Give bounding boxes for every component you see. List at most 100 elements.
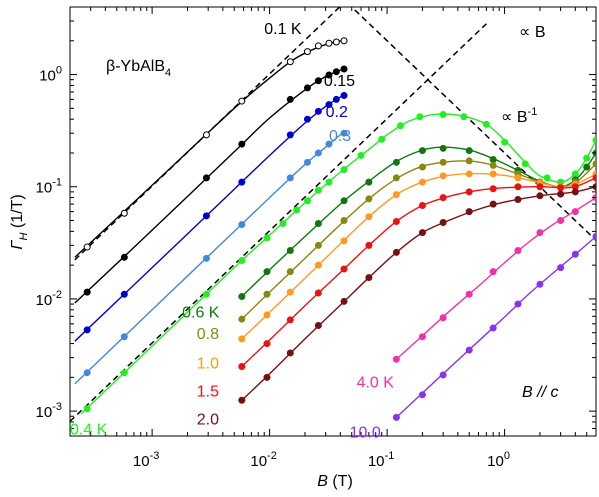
data-point-0-1-K-3 xyxy=(238,97,246,105)
data-point-0-2-8 xyxy=(332,95,340,103)
data-point-1-5-3 xyxy=(314,289,322,297)
data-point-10-0-8 xyxy=(571,250,579,258)
guide-line-prop-Binv xyxy=(350,7,596,241)
x-tick-label: 100 xyxy=(487,450,510,470)
data-point-0-2-1 xyxy=(120,290,128,298)
data-point-0-4-K-9 xyxy=(325,178,333,186)
data-point-0-8-6 xyxy=(392,174,400,182)
data-point-4-0-K-7 xyxy=(557,217,565,225)
data-point-1-0-9 xyxy=(465,170,473,178)
data-point-0-1-K-0 xyxy=(83,243,91,251)
data-point-2-0-4 xyxy=(340,297,348,305)
data-point-0-4-K-10 xyxy=(340,166,348,174)
series-label-2-0: 2.0 xyxy=(197,411,219,428)
data-point-0-4-K-7 xyxy=(303,197,311,205)
data-point-0-2-0 xyxy=(83,326,91,334)
series-label-10-0: 10.0 xyxy=(350,425,381,442)
data-point-0-4-K-3 xyxy=(238,257,246,265)
x-axis-title: B (T) xyxy=(317,473,353,490)
data-point-0-6-K-8 xyxy=(439,144,447,152)
series-line-1-0 xyxy=(241,172,596,340)
data-point-0-8-5 xyxy=(365,195,373,203)
data-point-0-4-K-16 xyxy=(460,113,468,121)
series-line-0-6-K xyxy=(241,146,596,298)
series-label-0-15: 0.15 xyxy=(324,73,355,90)
data-point-1-0-7 xyxy=(418,178,426,186)
data-point-1-5-10 xyxy=(489,185,497,193)
data-point-0-4-K-6 xyxy=(293,206,301,214)
data-point-0-15-8 xyxy=(332,68,340,76)
data-point-1-5-8 xyxy=(439,194,447,202)
data-point-1-5-4 xyxy=(340,265,348,273)
series-line-0-4-K xyxy=(80,113,596,415)
data-point-0-3-1 xyxy=(120,333,128,341)
series-line-10-0 xyxy=(395,235,596,418)
data-point-0-4-K-18 xyxy=(501,138,509,146)
data-point-0-2-4 xyxy=(286,131,294,139)
data-point-0-15-2 xyxy=(202,174,210,182)
data-point-0-6-K-2 xyxy=(286,247,294,255)
data-point-0-1-K-4 xyxy=(286,58,294,66)
data-point-0-15-3 xyxy=(238,140,246,148)
data-point-4-0-K-0 xyxy=(392,355,400,363)
data-point-0-15-5 xyxy=(303,84,311,92)
series-label-1-0: 1.0 xyxy=(197,355,219,372)
data-point-10-0-3 xyxy=(465,346,473,354)
series-label-0-8: 0.8 xyxy=(197,326,219,343)
data-point-0-8-3 xyxy=(314,241,322,249)
data-point-0-4-K-14 xyxy=(416,113,424,121)
annotation-prop-binv: ∝ B-1 xyxy=(501,106,537,126)
data-point-0-1-K-1 xyxy=(120,209,128,217)
data-point-0-8-4 xyxy=(340,217,348,225)
data-point-10-0-1 xyxy=(418,391,426,399)
data-point-2-0-7 xyxy=(418,229,426,237)
data-point-1-0-5 xyxy=(365,213,373,221)
data-point-0-2-9 xyxy=(340,92,348,100)
chart-title: β-YbAlB4 xyxy=(106,58,171,79)
data-point-10-0-7 xyxy=(557,264,565,272)
data-point-0-4-K-2 xyxy=(202,290,210,298)
data-point-1-5-1 xyxy=(263,340,271,348)
data-point-0-4-K-8 xyxy=(314,186,322,194)
data-point-0-6-K-0 xyxy=(238,293,246,301)
data-point-4-0-K-5 xyxy=(514,247,522,255)
y-axis-title: ΓH (1/T) xyxy=(9,194,30,249)
series-line-4-0-K xyxy=(395,197,596,360)
x-tick-label: 10-2 xyxy=(250,450,276,470)
data-point-2-0-14 xyxy=(571,188,579,196)
data-point-0-1-K-6 xyxy=(314,42,322,50)
data-point-4-0-K-6 xyxy=(536,229,544,237)
data-point-10-0-0 xyxy=(392,413,400,421)
data-point-0-4-K-20 xyxy=(543,174,551,182)
data-point-0-6-K-9 xyxy=(465,147,473,155)
data-point-1-5-9 xyxy=(465,188,473,196)
data-point-0-3-2 xyxy=(202,254,210,262)
plot-frame xyxy=(69,6,597,437)
data-point-2-0-1 xyxy=(263,373,271,381)
series-label-0-2: 0.2 xyxy=(326,104,348,121)
data-point-0-2-2 xyxy=(202,212,210,220)
series-line-2-0 xyxy=(241,186,596,401)
data-point-0-15-1 xyxy=(120,253,128,261)
data-point-2-0-12 xyxy=(536,192,544,200)
data-point-1-0-10 xyxy=(489,170,497,178)
series-label-0-6-K: 0.6 K xyxy=(182,305,220,322)
data-point-0-8-9 xyxy=(465,157,473,165)
data-point-0-1-K-7 xyxy=(325,39,333,47)
data-point-0-2-3 xyxy=(238,178,246,186)
data-point-1-0-1 xyxy=(263,311,271,319)
data-point-0-8-10 xyxy=(489,161,497,169)
data-point-0-15-0 xyxy=(83,288,91,296)
data-point-0-8-1 xyxy=(263,290,271,298)
data-point-0-3-6 xyxy=(314,149,322,157)
data-point-0-6-K-15 xyxy=(583,163,591,171)
data-point-2-0-5 xyxy=(365,274,373,282)
data-point-1-5-15 xyxy=(592,174,596,182)
data-point-0-8-2 xyxy=(286,268,294,276)
series-label-0-3: 0.3 xyxy=(329,128,351,145)
data-point-0-4-K-4 xyxy=(263,234,271,242)
data-point-0-1-K-5 xyxy=(303,48,311,56)
data-point-2-0-0 xyxy=(238,396,246,404)
annotation-prop-b: ∝ B xyxy=(519,24,546,41)
